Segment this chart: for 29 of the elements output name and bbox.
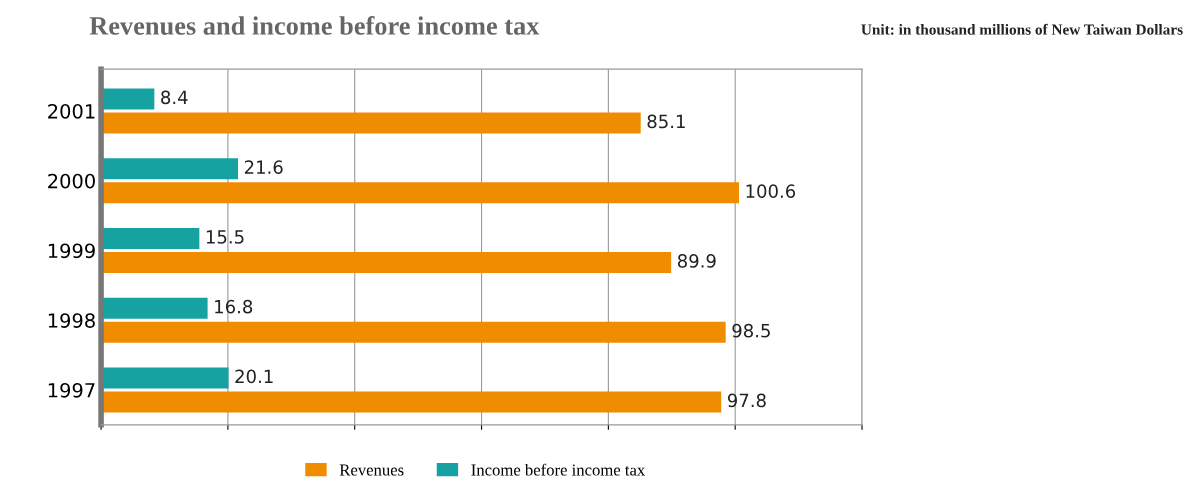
bar: [101, 297, 208, 319]
bar: [101, 391, 722, 413]
data-label: 97.8: [727, 393, 766, 408]
data-label: 20.1: [235, 369, 273, 384]
chart-title: Revenues and income before income tax: [89, 16, 540, 35]
y-tick-label: 2001: [48, 103, 95, 119]
data-label: 98.5: [732, 323, 770, 338]
bar: [101, 367, 229, 389]
bar: [101, 252, 672, 273]
data-label: 21.6: [244, 160, 283, 174]
data-label: 16.8: [215, 299, 253, 314]
y-tick-label: 1998: [48, 313, 95, 328]
y-tick-label: 2000: [48, 173, 95, 189]
bar: [101, 182, 739, 204]
legend-label: Income before income tax: [471, 463, 646, 476]
bar: [101, 112, 641, 134]
y-tick-label: 1997: [48, 382, 95, 398]
y-tick-label: 1999: [48, 243, 95, 259]
bar: [101, 158, 239, 180]
data-label: 15.5: [206, 230, 244, 244]
bar: [101, 228, 200, 249]
data-label: 8.4: [161, 90, 188, 105]
data-label: 100.6: [746, 184, 796, 199]
legend-label: Revenues: [339, 464, 404, 476]
text: Unit: in thousand millions of New Taiwan Dollars: [861, 23, 1183, 35]
data-label: 89.9: [677, 254, 716, 268]
bar: [101, 88, 155, 110]
bar: [101, 321, 726, 343]
data-label: 85.1: [647, 114, 685, 129]
